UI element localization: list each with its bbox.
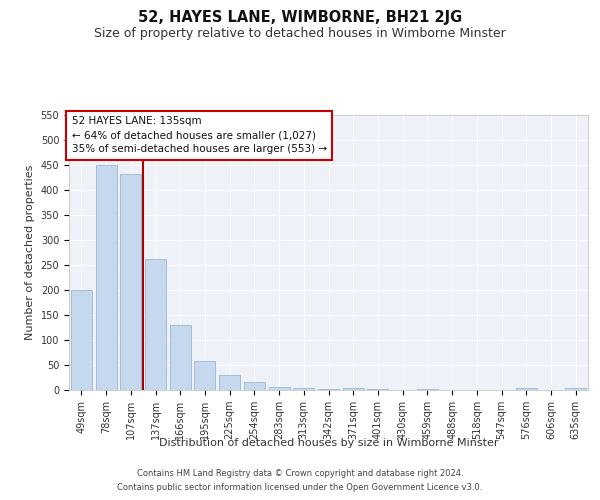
Bar: [244, 382, 265, 390]
Bar: [95, 165, 116, 390]
Bar: [293, 388, 314, 390]
Bar: [565, 388, 586, 390]
Bar: [417, 388, 438, 390]
Bar: [367, 389, 388, 390]
Bar: [219, 375, 240, 390]
Bar: [194, 360, 215, 390]
Bar: [120, 174, 141, 390]
Bar: [71, 290, 92, 390]
Bar: [269, 386, 290, 390]
Bar: [170, 325, 191, 390]
Bar: [516, 388, 537, 390]
Text: Size of property relative to detached houses in Wimborne Minster: Size of property relative to detached ho…: [94, 28, 506, 40]
Text: 52, HAYES LANE, WIMBORNE, BH21 2JG: 52, HAYES LANE, WIMBORNE, BH21 2JG: [138, 10, 462, 25]
Text: Contains HM Land Registry data © Crown copyright and database right 2024.: Contains HM Land Registry data © Crown c…: [137, 468, 463, 477]
Bar: [318, 389, 339, 390]
Text: Distribution of detached houses by size in Wimborne Minster: Distribution of detached houses by size …: [159, 438, 499, 448]
Y-axis label: Number of detached properties: Number of detached properties: [25, 165, 35, 340]
Text: Contains public sector information licensed under the Open Government Licence v3: Contains public sector information licen…: [118, 484, 482, 492]
Bar: [343, 388, 364, 390]
Text: 52 HAYES LANE: 135sqm
← 64% of detached houses are smaller (1,027)
35% of semi-d: 52 HAYES LANE: 135sqm ← 64% of detached …: [71, 116, 327, 154]
Bar: [145, 258, 166, 390]
